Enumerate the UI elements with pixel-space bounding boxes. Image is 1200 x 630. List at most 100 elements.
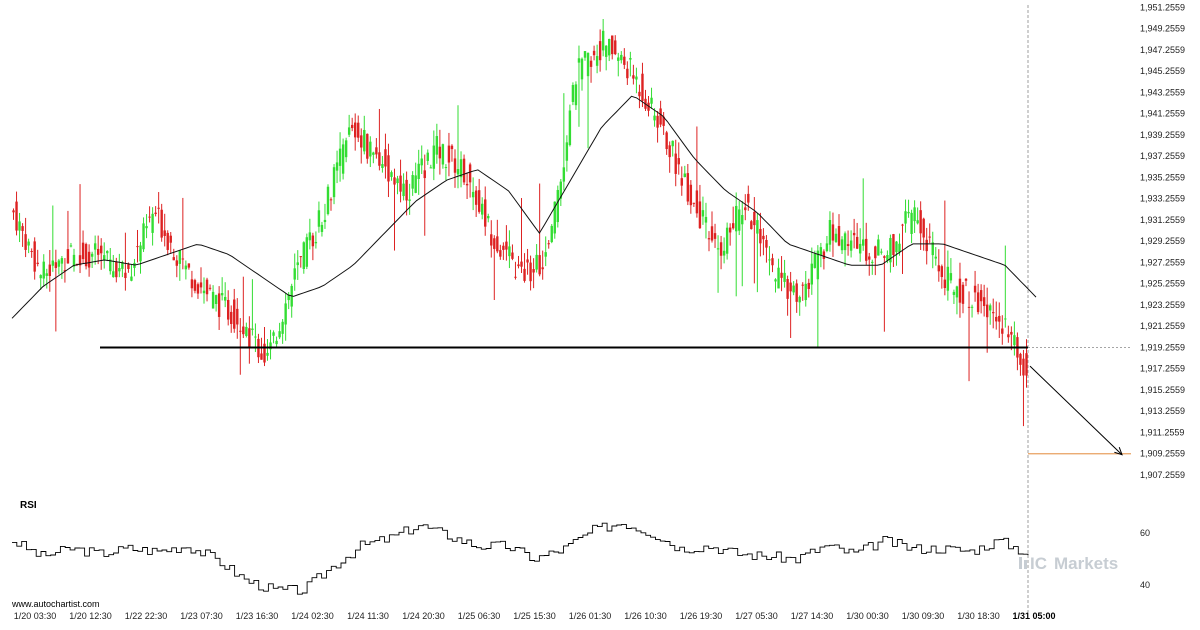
candle-body (547, 243, 550, 245)
candle (444, 164, 448, 181)
candle (547, 240, 550, 249)
candle (916, 207, 919, 225)
candle (946, 250, 950, 301)
candle-body (344, 140, 348, 158)
candle (937, 249, 940, 282)
candle (508, 230, 511, 269)
candle (934, 247, 937, 266)
candle (629, 51, 632, 77)
candle (871, 259, 874, 275)
candle-body (27, 241, 30, 246)
candle (305, 233, 309, 270)
candle-body (305, 237, 309, 267)
candle-body (96, 248, 100, 255)
candle (169, 232, 172, 254)
candle-body (771, 258, 774, 266)
candle (344, 137, 348, 163)
candle (862, 178, 865, 251)
candle-body (63, 270, 67, 272)
candle (33, 237, 36, 280)
candle (562, 93, 566, 191)
candle (989, 303, 992, 325)
candle-body (18, 221, 21, 231)
candle (913, 200, 916, 233)
candle (15, 191, 18, 236)
price-tick-label: 1,949.2559 (1140, 24, 1185, 34)
time-tick-label: 1/24 02:30 (291, 611, 334, 621)
candle (236, 298, 239, 339)
brand-prefix: IC (1030, 554, 1047, 573)
candle (202, 277, 206, 304)
candle (493, 235, 496, 300)
candle-body (526, 259, 529, 263)
candle-body (825, 243, 829, 252)
candle-body (940, 266, 944, 278)
candle (943, 200, 947, 296)
candle (21, 223, 24, 247)
candle-body (976, 292, 980, 313)
candle-body (248, 328, 251, 348)
candle (1016, 332, 1019, 371)
guides-layer (1027, 5, 1132, 612)
candle-body (689, 184, 693, 206)
candle-body (592, 50, 596, 56)
candle-body (275, 340, 278, 345)
levels-layer (100, 346, 1131, 456)
candle-body (701, 210, 705, 217)
candle-body (166, 232, 169, 250)
candle (623, 48, 626, 70)
time-tick-label: 1/26 01:30 (569, 611, 612, 621)
candle (42, 254, 45, 287)
candle (163, 213, 166, 247)
watermark-text: www.autochartist.com (11, 599, 100, 609)
candle (544, 236, 547, 267)
candle-body (604, 45, 608, 57)
candle-body (677, 158, 680, 165)
candle (798, 295, 801, 316)
candle-body (453, 158, 457, 173)
candle-body (895, 241, 898, 253)
candle (220, 277, 224, 301)
candle-body (831, 224, 835, 241)
candle-body (115, 261, 118, 278)
candle-body (414, 175, 417, 193)
candle-body (955, 286, 959, 298)
candle-body (396, 178, 399, 184)
candle (698, 184, 702, 229)
candle (1010, 326, 1013, 351)
candle-body (608, 39, 611, 56)
candle (474, 186, 478, 217)
candle (441, 143, 445, 169)
candle-body (124, 272, 127, 279)
candle-body (601, 30, 605, 51)
candle-body (227, 299, 230, 320)
candle-body (589, 60, 593, 67)
candle (961, 281, 965, 314)
candle-body (236, 308, 239, 325)
candle (124, 232, 127, 291)
candle (843, 231, 847, 267)
rsi-label: RSI (20, 500, 37, 511)
candle-body (777, 267, 780, 289)
price-tick-label: 1,919.2559 (1140, 342, 1185, 352)
candle-body (916, 220, 919, 224)
candle (332, 164, 336, 205)
candle (523, 253, 526, 283)
candle (940, 264, 944, 289)
candle-body (961, 284, 965, 304)
candle (154, 206, 157, 217)
candle-body (308, 232, 312, 241)
time-tick-label: 1/26 10:30 (624, 611, 667, 621)
candle (979, 284, 983, 314)
candle (985, 287, 989, 353)
candle-body (109, 259, 112, 272)
candle-body (311, 235, 315, 247)
logo-mark (1024, 560, 1027, 569)
candle (90, 251, 94, 268)
candle-body (57, 260, 61, 267)
candle (112, 254, 115, 278)
price-tick-label: 1,927.2559 (1140, 257, 1185, 267)
candle-body (48, 264, 51, 277)
candle-body (1013, 335, 1016, 346)
